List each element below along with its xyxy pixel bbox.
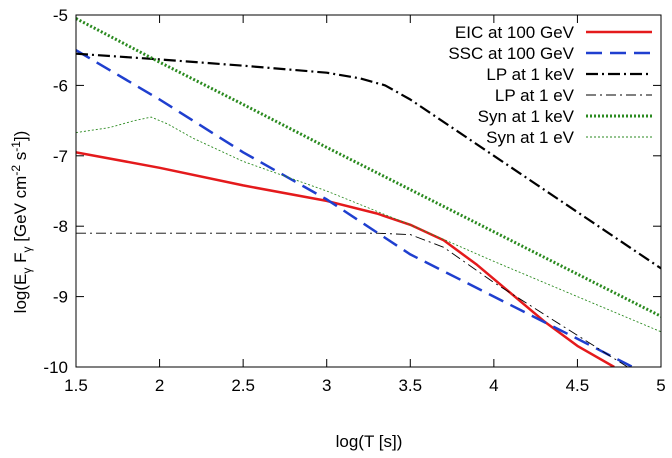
y-tick-label: -5 — [53, 6, 68, 25]
x-tick-label: 1.5 — [64, 376, 88, 395]
series-line-1 — [76, 151, 615, 367]
x-tick-label: 4 — [489, 376, 498, 395]
plot-frame — [75, 14, 662, 368]
legend-label: SSC at 100 GeV — [448, 44, 574, 63]
legend-label: Syn at 1 eV — [486, 128, 575, 147]
legend-label: LP at 1 eV — [495, 86, 575, 105]
y-tick-label: -9 — [53, 288, 68, 307]
y-tick-label: -7 — [53, 147, 68, 166]
x-tick-label: 3.5 — [398, 376, 422, 395]
series-line-2 — [76, 49, 634, 367]
legend: EIC at 100 GeV SSC at 100 GeV LP at 1 keV L… — [448, 23, 652, 147]
series-line-6 — [76, 116, 661, 333]
y-axis-title: log(Eγ Fγ [GeV cm-2 s-1]) — [9, 131, 34, 314]
x-tick-label: 5 — [656, 376, 665, 395]
ticks-layer: 1.5 2 2.5 3 3.5 4 4.5 5 -10 -9 -8 -7 -6 -5 — [43, 6, 665, 395]
x-tick-label: 3 — [322, 376, 331, 395]
legend-label: LP at 1 keV — [486, 65, 574, 84]
legend-label: EIC at 100 GeV — [455, 23, 575, 42]
x-axis-title: log(T [s]) — [336, 432, 403, 451]
x-tick-label: 2.5 — [231, 376, 255, 395]
y-tick-label: -8 — [53, 217, 68, 236]
x-tick-label: 4.5 — [566, 376, 590, 395]
series-line-5 — [76, 17, 661, 318]
series-line-4 — [76, 232, 628, 367]
series-line-3 — [76, 52, 661, 270]
y-tick-label: -10 — [43, 358, 68, 377]
x-tick-label: 2 — [155, 376, 164, 395]
legend-label: Syn at 1 keV — [478, 107, 575, 126]
y-tick-label: -6 — [53, 76, 68, 95]
series-layer — [76, 17, 661, 367]
